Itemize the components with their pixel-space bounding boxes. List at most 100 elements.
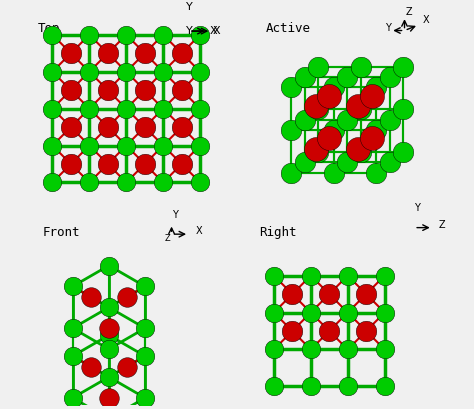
Point (386, 159, 393, 166)
Point (373, 169, 380, 176)
Point (49, 106, 56, 112)
Point (86, 142, 93, 149)
Point (67, 161, 75, 167)
Point (357, 64, 365, 70)
Point (363, 328, 370, 334)
Point (363, 291, 370, 297)
Point (49, 179, 56, 186)
Point (301, 117, 309, 123)
Point (343, 117, 351, 123)
Point (87, 363, 94, 370)
Point (287, 84, 295, 90)
Point (178, 161, 185, 167)
Point (141, 283, 149, 290)
Point (307, 272, 315, 279)
Point (344, 272, 352, 279)
Point (270, 383, 278, 390)
Text: Z: Z (438, 220, 445, 229)
Point (287, 127, 295, 133)
Point (104, 50, 111, 56)
Point (381, 272, 388, 279)
Point (122, 106, 130, 112)
Text: Right: Right (259, 226, 297, 239)
Point (326, 135, 333, 142)
Point (178, 50, 185, 56)
Point (122, 68, 130, 75)
Point (381, 346, 388, 353)
Point (357, 149, 365, 155)
Point (344, 383, 352, 390)
Point (104, 124, 111, 130)
Text: Y: Y (186, 26, 192, 36)
Point (368, 135, 376, 142)
Point (307, 346, 315, 353)
Point (270, 346, 278, 353)
Point (105, 332, 113, 339)
Point (287, 169, 295, 176)
Point (326, 92, 333, 99)
Point (314, 64, 322, 70)
Point (355, 145, 362, 152)
Point (141, 353, 149, 360)
Point (314, 149, 322, 155)
Point (159, 179, 167, 186)
Text: Active: Active (266, 22, 311, 35)
Point (196, 31, 204, 38)
Point (381, 309, 388, 316)
Point (330, 127, 337, 133)
Point (69, 283, 76, 290)
Point (344, 346, 352, 353)
Point (373, 84, 380, 90)
Point (196, 106, 204, 112)
Point (49, 142, 56, 149)
Text: Y: Y (186, 2, 192, 12)
Point (344, 309, 352, 316)
Text: X: X (213, 26, 220, 36)
Point (159, 68, 167, 75)
Text: Y: Y (384, 22, 391, 33)
Point (307, 383, 315, 390)
Point (368, 92, 376, 99)
Point (178, 124, 185, 130)
Point (122, 142, 130, 149)
Point (270, 309, 278, 316)
Point (104, 87, 111, 93)
Point (123, 294, 131, 300)
Text: X: X (196, 226, 202, 236)
Point (104, 161, 111, 167)
Text: Y: Y (414, 203, 420, 213)
Point (196, 179, 204, 186)
Text: Z: Z (406, 7, 412, 17)
Point (330, 169, 337, 176)
Text: Y: Y (172, 211, 177, 220)
Point (301, 159, 309, 166)
Point (105, 262, 113, 269)
Point (301, 74, 309, 81)
Point (141, 87, 148, 93)
Point (289, 328, 296, 334)
Point (196, 68, 204, 75)
Text: X: X (209, 26, 217, 36)
Point (123, 363, 131, 370)
Point (67, 124, 75, 130)
Point (314, 106, 322, 113)
Point (196, 142, 204, 149)
Point (141, 325, 149, 331)
Point (49, 68, 56, 75)
Point (67, 50, 75, 56)
Point (270, 272, 278, 279)
Point (49, 31, 56, 38)
Point (105, 374, 113, 380)
Point (122, 179, 130, 186)
Point (105, 346, 113, 353)
Point (326, 328, 333, 334)
Point (312, 145, 319, 152)
Point (355, 103, 362, 109)
Text: Z: Z (164, 234, 170, 243)
Point (69, 395, 76, 401)
Point (307, 309, 315, 316)
Point (86, 68, 93, 75)
Text: Front: Front (43, 226, 80, 239)
Point (141, 50, 148, 56)
Point (86, 179, 93, 186)
